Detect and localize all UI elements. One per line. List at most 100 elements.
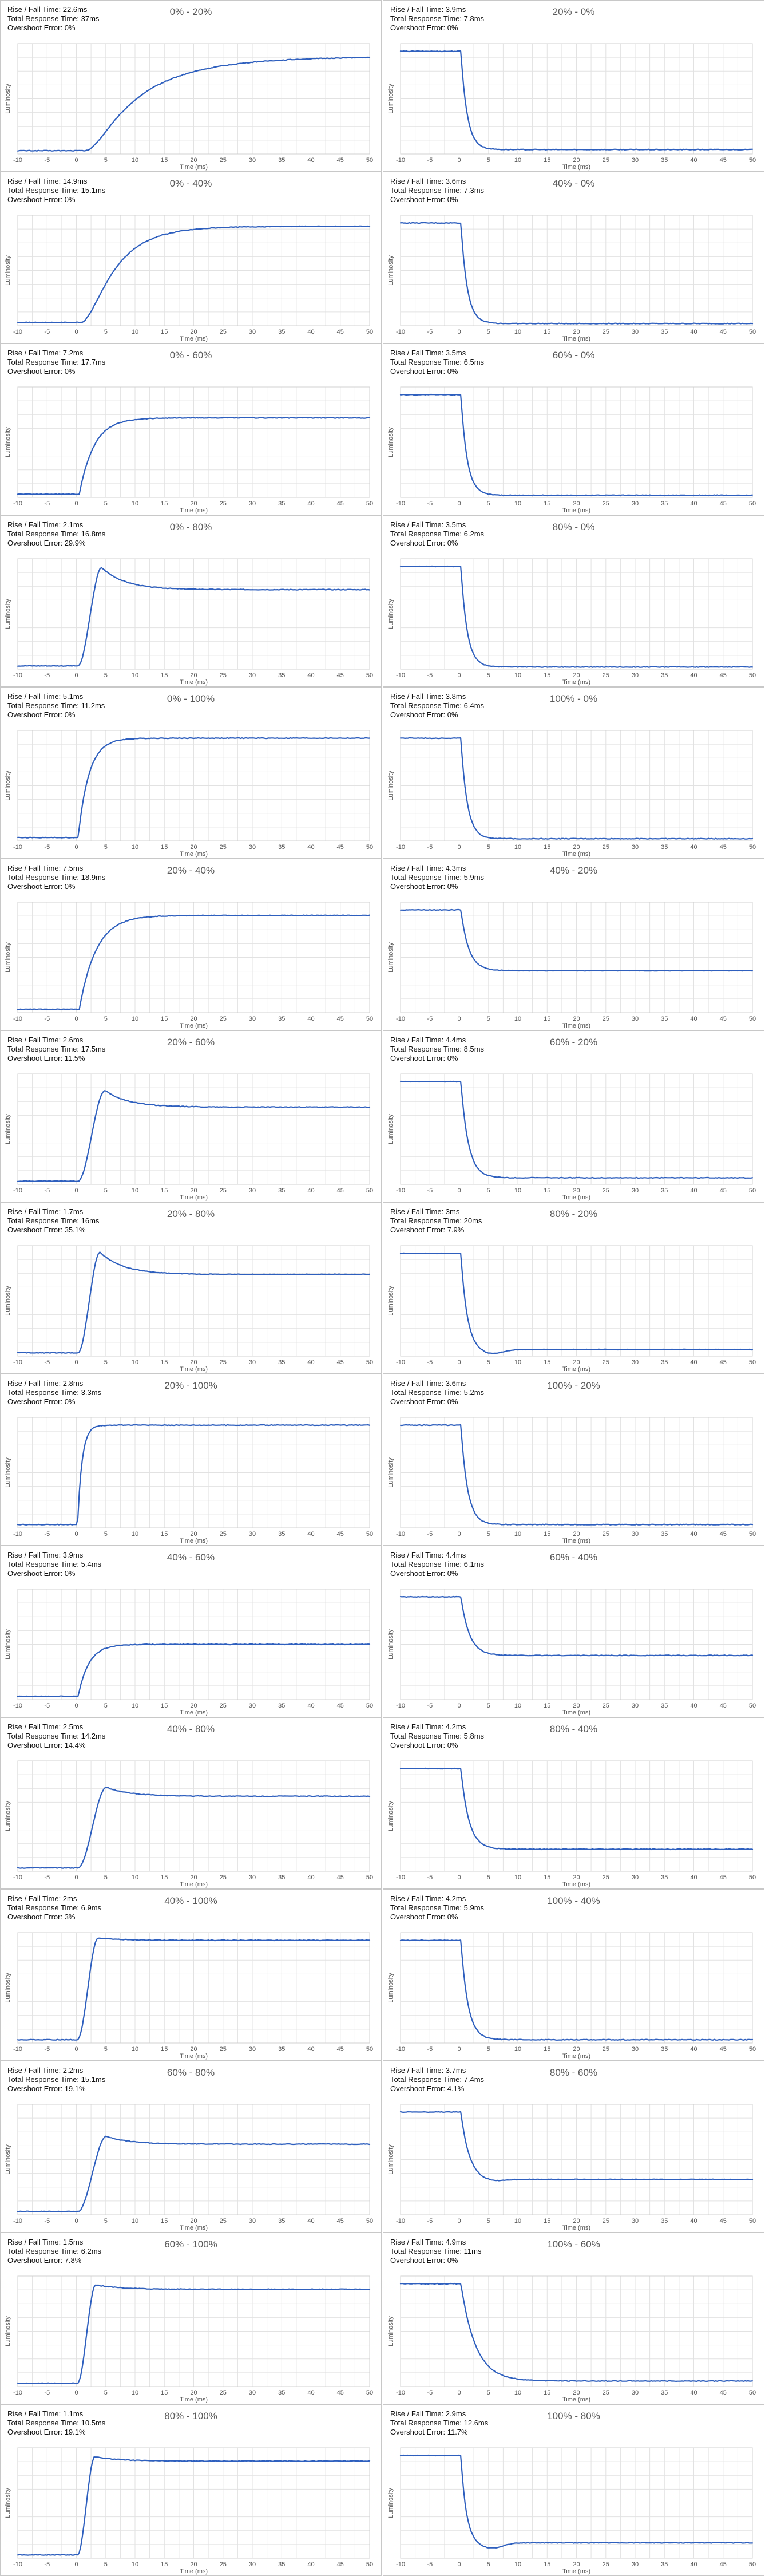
x-tick-label: 0 [74,2389,78,2396]
chart-svg: -10 -5 0 5 10 15 20 25 30 35 40 45 50 Time (ms) Lumino… [5,1073,373,1201]
x-tick-label: 15 [544,329,550,335]
luminosity-series-line [399,1767,754,1851]
chart-panel: Rise / Fall Time: 2ms Total Response Time… [0,1889,382,2061]
rise-fall-time: Rise / Fall Time: 4.9ms [390,2238,466,2246]
total-response-time: Total Response Time: 11.2ms [7,701,105,710]
plot-frame [17,1417,370,1528]
x-tick-label: -5 [427,2218,433,2225]
x-tick-label: -5 [427,2389,433,2396]
x-tick-label: 10 [132,2046,138,2053]
x-tick-label: 0 [74,329,78,335]
stats-block: Rise / Fall Time: 2.6ms Total Response Ti… [7,1036,105,1063]
x-tick-label: 35 [661,2561,668,2568]
x-tick-label: 50 [749,500,756,507]
chart-panel: Rise / Fall Time: 2.1ms Total Response Ti… [0,515,382,687]
chart-panel: Rise / Fall Time: 7.2ms Total Response Ti… [0,343,382,515]
total-response-time: Total Response Time: 37ms [7,14,100,23]
x-tick-label: 20 [190,329,197,335]
x-tick-label: 40 [690,1874,697,1881]
x-tick-label: 10 [514,500,521,507]
x-tick-label: 25 [220,2561,227,2568]
x-tick-label: 10 [514,2046,521,2053]
x-tick-label: -5 [427,1359,433,1366]
x-tick-label: 40 [690,329,697,335]
plot-frame [400,1073,753,1185]
total-response-time: Total Response Time: 11ms [390,2247,482,2255]
plot-frame [400,2447,753,2559]
x-tick-label: -10 [13,2389,22,2396]
plot-frame [17,2447,370,2559]
x-tick-label: 5 [487,672,490,679]
x-tick-label: 15 [544,157,550,164]
x-tick-label: 30 [249,157,256,164]
x-tick-label: 10 [514,1531,521,1538]
chart-panel: Rise / Fall Time: 7.5ms Total Response Ti… [0,859,382,1030]
x-tick-label: 50 [366,1874,373,1881]
x-tick-label: 30 [632,1531,639,1538]
overshoot-error: Overshoot Error: 7.9% [390,1226,465,1234]
y-axis-label: Luminosity [5,2144,11,2175]
chart-svg: -10 -5 0 5 10 15 20 25 30 35 40 45 50 Time (ms) Lumino… [5,558,373,686]
x-tick-label: 15 [544,2561,550,2568]
x-tick-label: 45 [337,2389,344,2396]
x-tick-label: 20 [190,1016,197,1022]
x-tick-label: 0 [457,157,461,164]
chart-svg: -10 -5 0 5 10 15 20 25 30 35 40 45 50 Time (ms) Lumino… [5,386,373,514]
x-tick-label: 0 [74,1359,78,1366]
stats-block: Rise / Fall Time: 2ms Total Response Time… [7,1894,101,1922]
x-tick-label: 50 [366,844,373,851]
x-tick-label: -10 [396,672,405,679]
y-axis-label: Luminosity [5,599,11,629]
x-tick-label: 0 [74,157,78,164]
x-tick-label: -10 [13,1359,22,1366]
x-tick-label: 50 [749,157,756,164]
y-axis-label: Luminosity [5,2316,11,2346]
chart-panel: Rise / Fall Time: 1.1ms Total Response Ti… [0,2404,382,2576]
x-tick-label: 0 [74,1187,78,1194]
total-response-time: Total Response Time: 14.2ms [7,1732,106,1740]
luminosity-series-line [17,737,371,839]
y-axis-label: Luminosity [387,1286,394,1316]
stats-block: Rise / Fall Time: 3.5ms Total Response Ti… [390,349,484,376]
total-response-time: Total Response Time: 20ms [390,1216,482,1225]
x-tick-label: 5 [104,157,108,164]
plot-frame [400,1932,753,2044]
x-tick-label: 15 [544,1531,550,1538]
plot-frame [400,2104,753,2215]
x-tick-label: 0 [457,2046,461,2053]
x-tick-label: 5 [104,1359,108,1366]
overshoot-error: Overshoot Error: 4.1% [390,2084,465,2093]
x-tick-label: 0 [457,844,461,851]
x-tick-label: 0 [74,844,78,851]
x-tick-label: 45 [720,2046,727,2053]
x-tick-label: 30 [632,2218,639,2225]
x-tick-label: 50 [366,157,373,164]
x-tick-label: 5 [487,329,490,335]
x-tick-label: 45 [337,1531,344,1538]
stats-block: Rise / Fall Time: 4.3ms Total Response Ti… [390,864,484,891]
x-tick-label: 40 [307,844,314,851]
y-axis-label: Luminosity [5,1114,11,1144]
x-tick-label: 10 [514,157,521,164]
x-tick-label: 10 [514,1016,521,1022]
x-tick-label: 25 [220,1016,227,1022]
x-tick-label: 15 [544,1187,550,1194]
chart-title: 100% - 80% [547,2411,600,2421]
y-axis-label: Luminosity [387,2488,394,2518]
y-axis-label: Luminosity [5,1457,11,1488]
x-tick-label: 15 [161,1531,168,1538]
x-tick-label: -5 [44,672,50,679]
y-axis-label: Luminosity [387,1457,394,1488]
x-tick-label: -5 [44,157,50,164]
x-tick-label: -10 [13,157,22,164]
plot-frame [400,43,753,155]
chart-title: 0% - 80% [169,521,212,532]
rise-fall-time: Rise / Fall Time: 2.8ms [7,1379,84,1388]
x-tick-label: 40 [690,2046,697,2053]
x-tick-label: 15 [161,2389,168,2396]
chart-title: 80% - 40% [549,1724,598,1735]
chart-panel: Rise / Fall Time: 4.4ms Total Response Ti… [383,1030,764,1202]
x-axis-label: Time (ms) [180,1538,208,1544]
x-tick-label: 25 [603,1187,609,1194]
x-tick-label: -5 [427,1874,433,1881]
